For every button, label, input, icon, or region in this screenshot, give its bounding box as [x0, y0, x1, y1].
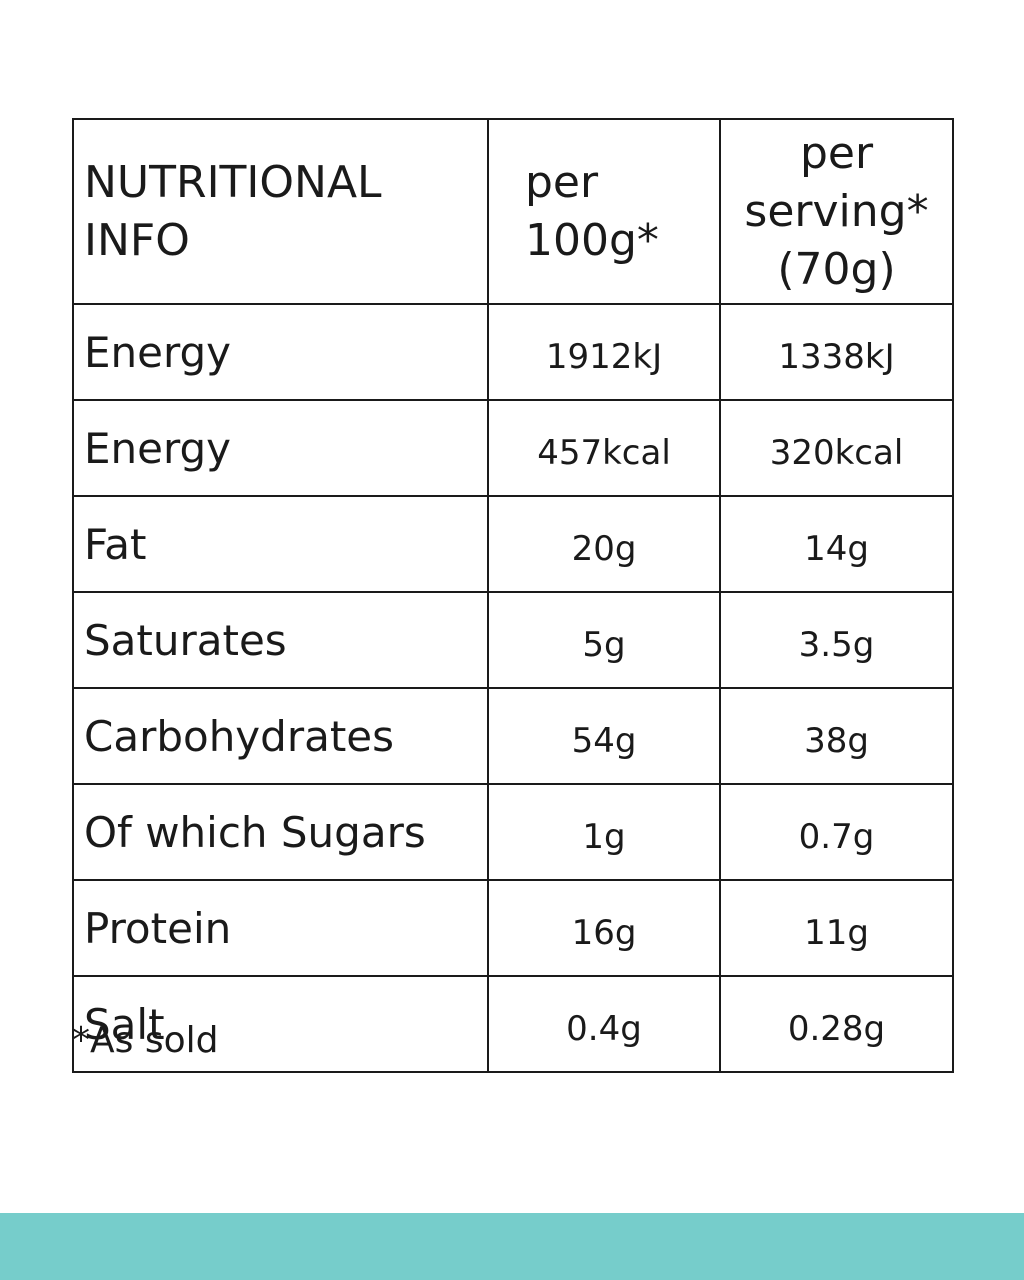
table-body: Energy 1912kJ 1338kJ Energy 457kcal 320kcal Fa… — [72, 303, 954, 1073]
nutrient-value: 320kcal — [719, 399, 954, 497]
header-cell: NUTRITIONAL INFO — [72, 118, 489, 305]
nutrient-value: 5g — [487, 591, 721, 689]
nutrient-label: Salt — [72, 975, 489, 1073]
nutrient-label: Energy — [72, 399, 489, 497]
nutrient-value: 20g — [487, 495, 721, 593]
table-row: Protein 16g 11g — [72, 879, 954, 977]
table-row: Energy 457kcal 320kcal — [72, 399, 954, 497]
nutrient-value: 1912kJ — [487, 303, 721, 401]
header-cell: per 100g* — [487, 118, 721, 305]
nutrition-table: NUTRITIONAL INFO per 100g* per serving* … — [72, 118, 954, 1073]
table-row: Of which Sugars 1g 0.7g — [72, 783, 954, 881]
table-row: Energy 1912kJ 1338kJ — [72, 303, 954, 401]
nutrient-value: 54g — [487, 687, 721, 785]
nutrient-value: 457kcal — [487, 399, 721, 497]
nutrient-label: Protein — [72, 879, 489, 977]
table-row: Fat 20g 14g — [72, 495, 954, 593]
nutrient-value: 0.28g — [719, 975, 954, 1073]
table-header: NUTRITIONAL INFO per 100g* per serving* … — [72, 118, 954, 305]
nutrient-value: 14g — [719, 495, 954, 593]
nutrient-value: 0.7g — [719, 783, 954, 881]
nutrient-label: Of which Sugars — [72, 783, 489, 881]
nutrient-value: 3.5g — [719, 591, 954, 689]
nutrient-value: 1338kJ — [719, 303, 954, 401]
nutrient-label: Saturates — [72, 591, 489, 689]
nutrient-value: 11g — [719, 879, 954, 977]
nutrient-value: 0.4g — [487, 975, 721, 1073]
table-row: Carbohydrates 54g 38g — [72, 687, 954, 785]
footnote: *As sold — [72, 1020, 219, 1061]
table-row: Salt 0.4g 0.28g — [72, 975, 954, 1073]
nutrient-value: 1g — [487, 783, 721, 881]
table-row: Saturates 5g 3.5g — [72, 591, 954, 689]
nutrient-label: Fat — [72, 495, 489, 593]
nutrient-value: 16g — [487, 879, 721, 977]
header-row: NUTRITIONAL INFO per 100g* per serving* … — [72, 118, 954, 305]
bottom-band — [0, 1213, 1024, 1280]
header-cell: per serving* (70g) — [719, 118, 954, 305]
nutrient-value: 38g — [719, 687, 954, 785]
nutrient-label: Energy — [72, 303, 489, 401]
nutrient-label: Carbohydrates — [72, 687, 489, 785]
